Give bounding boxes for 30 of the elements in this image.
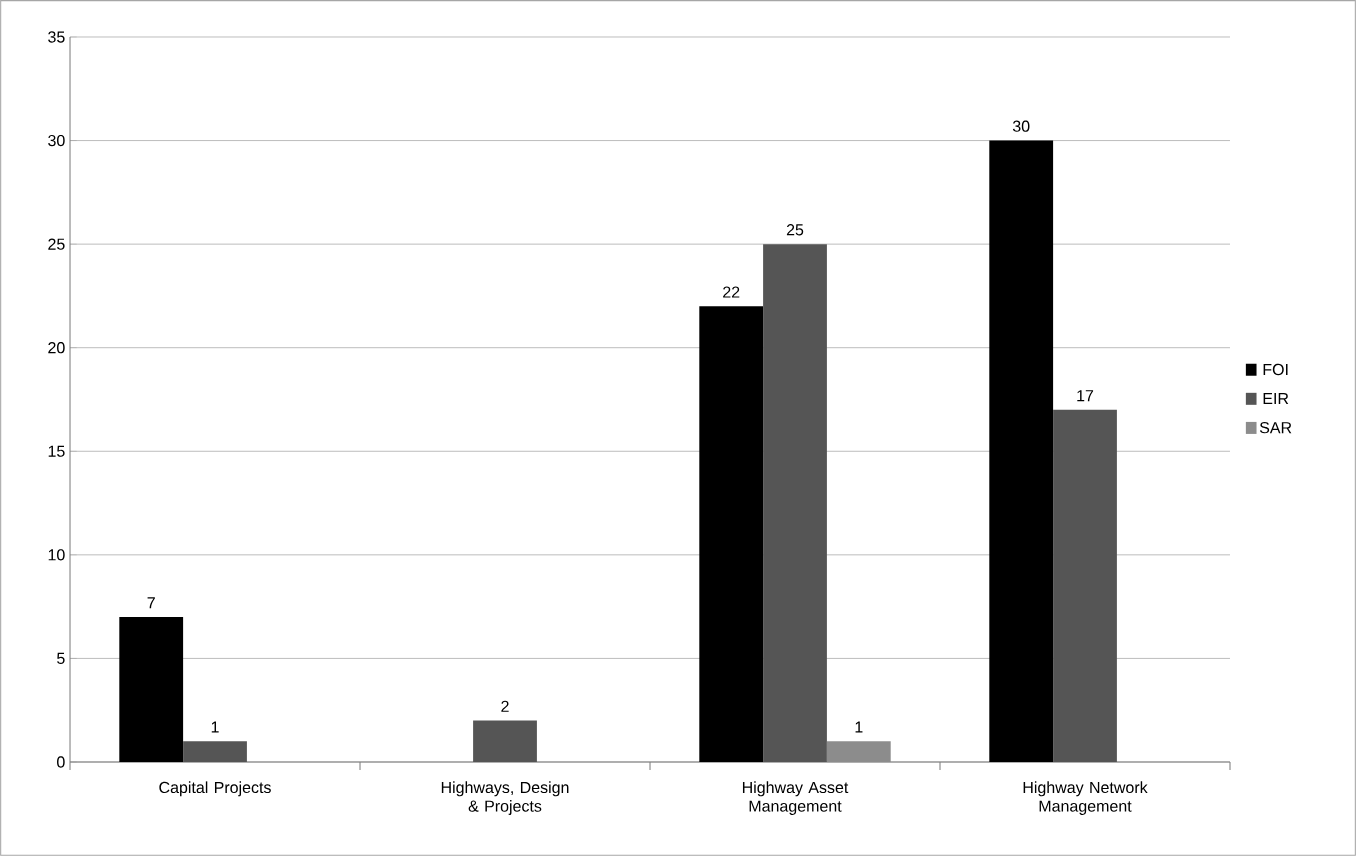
legend-label: EIR xyxy=(1263,393,1289,404)
data-label: 22 xyxy=(723,286,740,298)
bar xyxy=(699,306,764,762)
legend-label: SAR xyxy=(1259,422,1292,434)
data-label: 7 xyxy=(147,597,155,609)
bar xyxy=(1053,409,1117,762)
x-tick-label: Highway Network Management xyxy=(1023,781,1148,815)
legend-label: FOI xyxy=(1263,363,1288,376)
bar xyxy=(473,720,537,762)
y-tick-label: 10 xyxy=(48,549,65,561)
bar xyxy=(989,140,1054,762)
bar xyxy=(763,244,827,762)
data-label: 17 xyxy=(1077,390,1094,402)
data-label: 1 xyxy=(855,721,863,733)
x-tick-label: Capital Projects xyxy=(159,781,271,797)
bar xyxy=(183,741,247,762)
y-tick-label: 15 xyxy=(48,445,65,457)
bar xyxy=(119,616,184,762)
data-label: 25 xyxy=(786,224,804,236)
y-tick-label: 5 xyxy=(57,652,65,664)
y-tick-label: 35 xyxy=(48,31,65,43)
y-tick-label: 20 xyxy=(48,342,65,354)
y-tick-label: 25 xyxy=(48,238,65,250)
data-label: 1 xyxy=(211,721,219,733)
data-label: 2 xyxy=(501,700,509,712)
y-tick-label: 0 xyxy=(57,756,65,768)
data-label: 30 xyxy=(1012,120,1030,132)
x-tick-label: Highway Asset Management xyxy=(742,781,849,815)
y-tick-label: 30 xyxy=(48,134,65,147)
x-tick-label: Highways, Design & Projects xyxy=(441,781,569,815)
